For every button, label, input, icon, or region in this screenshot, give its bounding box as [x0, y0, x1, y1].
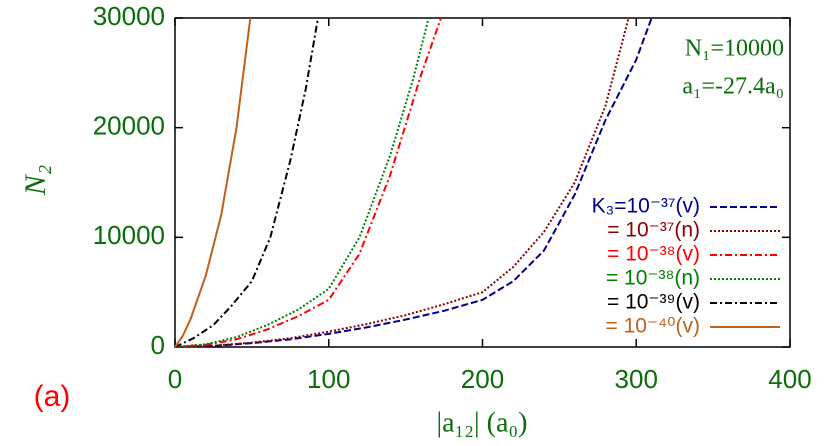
legend-label: = 10⁻³⁷(n): [607, 219, 700, 242]
series-line: [174, 17, 653, 348]
series-line: [174, 17, 252, 348]
y-tick-label: 30000: [93, 1, 165, 31]
series-line: [174, 17, 430, 348]
panel-label: (a): [34, 380, 71, 413]
x-tick-label: 0: [168, 364, 182, 394]
series-line: [174, 17, 630, 348]
legend-label: = 10⁻⁴⁰(v): [606, 315, 700, 338]
y-axis-label: N₂: [19, 165, 52, 196]
x-axis-label: |a₁₂| (a₀): [437, 407, 528, 438]
series-line: [174, 17, 319, 348]
y-tick-label: 20000: [93, 111, 165, 141]
x-tick-label: 200: [461, 364, 504, 394]
legend-label: = 10⁻³⁸(v): [607, 243, 700, 266]
legend-label: K₃=10⁻³⁷(v): [592, 195, 700, 218]
annotation: N₁=10000: [685, 36, 784, 62]
legend-label: = 10⁻³⁹(v): [607, 291, 700, 314]
x-tick-label: 100: [307, 364, 350, 394]
series-line: [174, 17, 442, 348]
y-tick-label: 0: [151, 330, 165, 360]
x-tick-label: 300: [615, 364, 658, 394]
legend-label: = 10⁻³⁸(n): [606, 267, 700, 290]
y-tick-label: 10000: [93, 220, 165, 250]
annotation: a₁=-27.4a₀: [682, 74, 784, 100]
x-tick-label: 400: [768, 364, 811, 394]
